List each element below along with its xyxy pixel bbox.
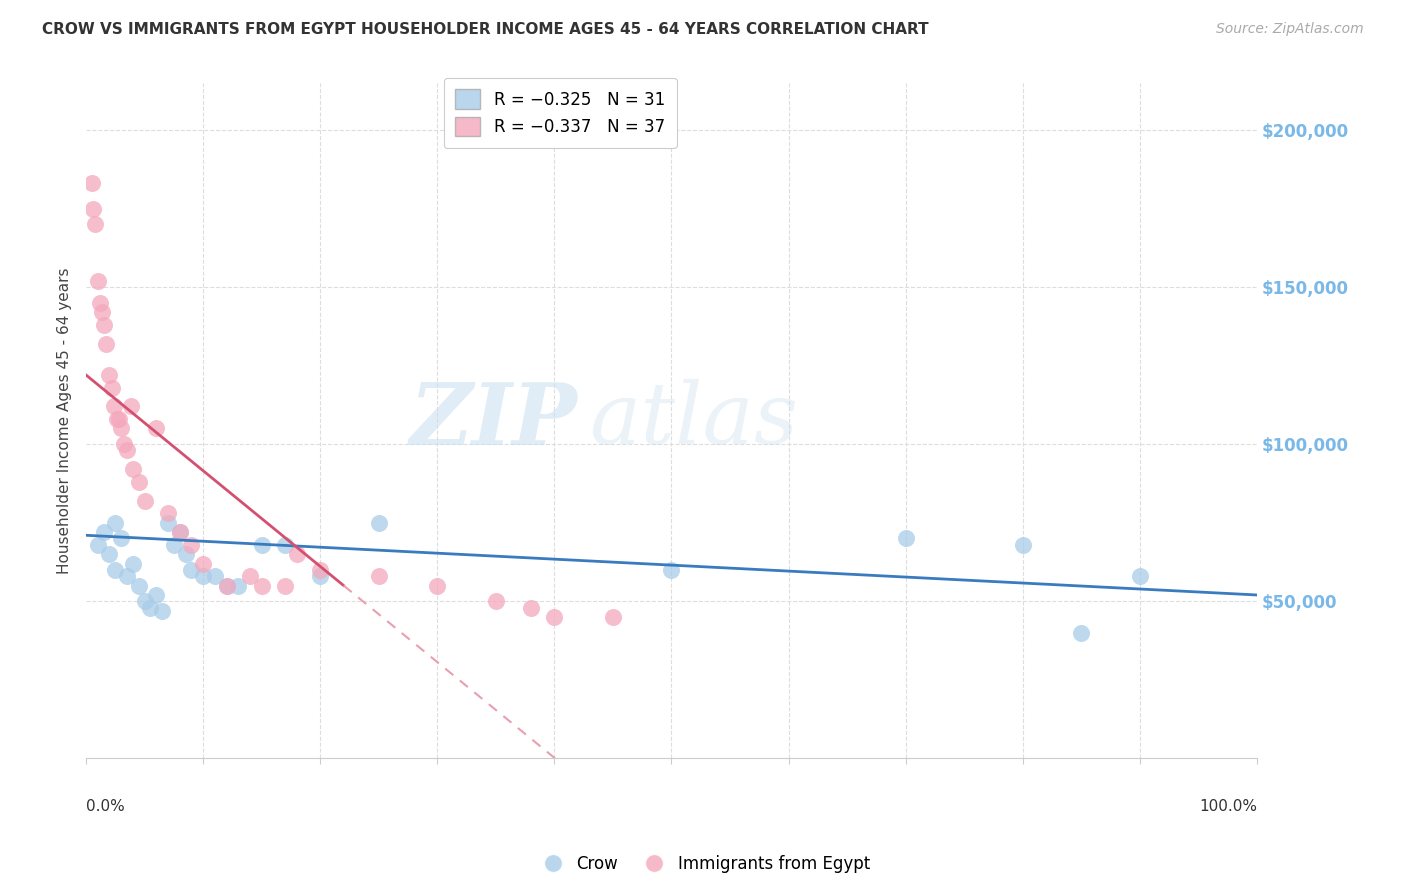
Point xyxy=(134,594,156,608)
Point xyxy=(174,547,197,561)
Point xyxy=(150,604,173,618)
Point xyxy=(103,400,125,414)
Text: Source: ZipAtlas.com: Source: ZipAtlas.com xyxy=(1216,22,1364,37)
Point xyxy=(98,368,121,382)
Point xyxy=(239,569,262,583)
Point xyxy=(204,569,226,583)
Point xyxy=(139,600,162,615)
Point xyxy=(274,578,297,592)
Point xyxy=(1129,569,1152,583)
Point xyxy=(191,569,214,583)
Y-axis label: Householder Income Ages 45 - 64 years: Householder Income Ages 45 - 64 years xyxy=(58,268,72,574)
Point xyxy=(250,578,273,592)
Point xyxy=(128,578,150,592)
Point xyxy=(157,506,180,520)
Point xyxy=(520,600,543,615)
Point xyxy=(426,578,449,592)
Point xyxy=(226,578,249,592)
Text: CROW VS IMMIGRANTS FROM EGYPT HOUSEHOLDER INCOME AGES 45 - 64 YEARS CORRELATION : CROW VS IMMIGRANTS FROM EGYPT HOUSEHOLDE… xyxy=(42,22,929,37)
Point xyxy=(122,557,145,571)
Point xyxy=(894,532,917,546)
Point xyxy=(250,538,273,552)
Point xyxy=(180,563,202,577)
Point xyxy=(120,400,142,414)
Point xyxy=(602,610,624,624)
Point xyxy=(115,569,138,583)
Point xyxy=(89,295,111,310)
Point xyxy=(134,493,156,508)
Point xyxy=(485,594,508,608)
Point xyxy=(94,336,117,351)
Point xyxy=(309,563,332,577)
Point xyxy=(98,547,121,561)
Point xyxy=(180,538,202,552)
Point xyxy=(543,610,565,624)
Point xyxy=(122,462,145,476)
Point xyxy=(87,538,110,552)
Point xyxy=(87,274,110,288)
Point xyxy=(101,381,124,395)
Point xyxy=(215,578,238,592)
Point xyxy=(108,412,131,426)
Point xyxy=(93,525,115,540)
Point xyxy=(367,516,389,530)
Point xyxy=(93,318,115,332)
Point xyxy=(191,557,214,571)
Point xyxy=(80,177,103,191)
Point xyxy=(169,525,191,540)
Point xyxy=(104,563,127,577)
Point xyxy=(367,569,389,583)
Point xyxy=(274,538,297,552)
Point xyxy=(163,538,186,552)
Point xyxy=(1070,625,1092,640)
Point xyxy=(145,421,167,435)
Text: 100.0%: 100.0% xyxy=(1199,799,1257,814)
Legend: R = −0.325   N = 31, R = −0.337   N = 37: R = −0.325 N = 31, R = −0.337 N = 37 xyxy=(444,78,676,148)
Point xyxy=(91,305,114,319)
Point xyxy=(110,421,132,435)
Point xyxy=(115,443,138,458)
Text: ZIP: ZIP xyxy=(411,379,578,462)
Point xyxy=(309,569,332,583)
Point xyxy=(82,202,104,216)
Point xyxy=(112,437,135,451)
Text: atlas: atlas xyxy=(589,379,799,462)
Point xyxy=(128,475,150,489)
Point xyxy=(1011,538,1033,552)
Legend: Crow, Immigrants from Egypt: Crow, Immigrants from Egypt xyxy=(529,848,877,880)
Point xyxy=(169,525,191,540)
Point xyxy=(215,578,238,592)
Point xyxy=(110,532,132,546)
Point xyxy=(285,547,308,561)
Point xyxy=(105,412,128,426)
Point xyxy=(661,563,683,577)
Point xyxy=(84,217,107,231)
Point xyxy=(145,588,167,602)
Point xyxy=(157,516,180,530)
Text: 0.0%: 0.0% xyxy=(86,799,125,814)
Point xyxy=(104,516,127,530)
